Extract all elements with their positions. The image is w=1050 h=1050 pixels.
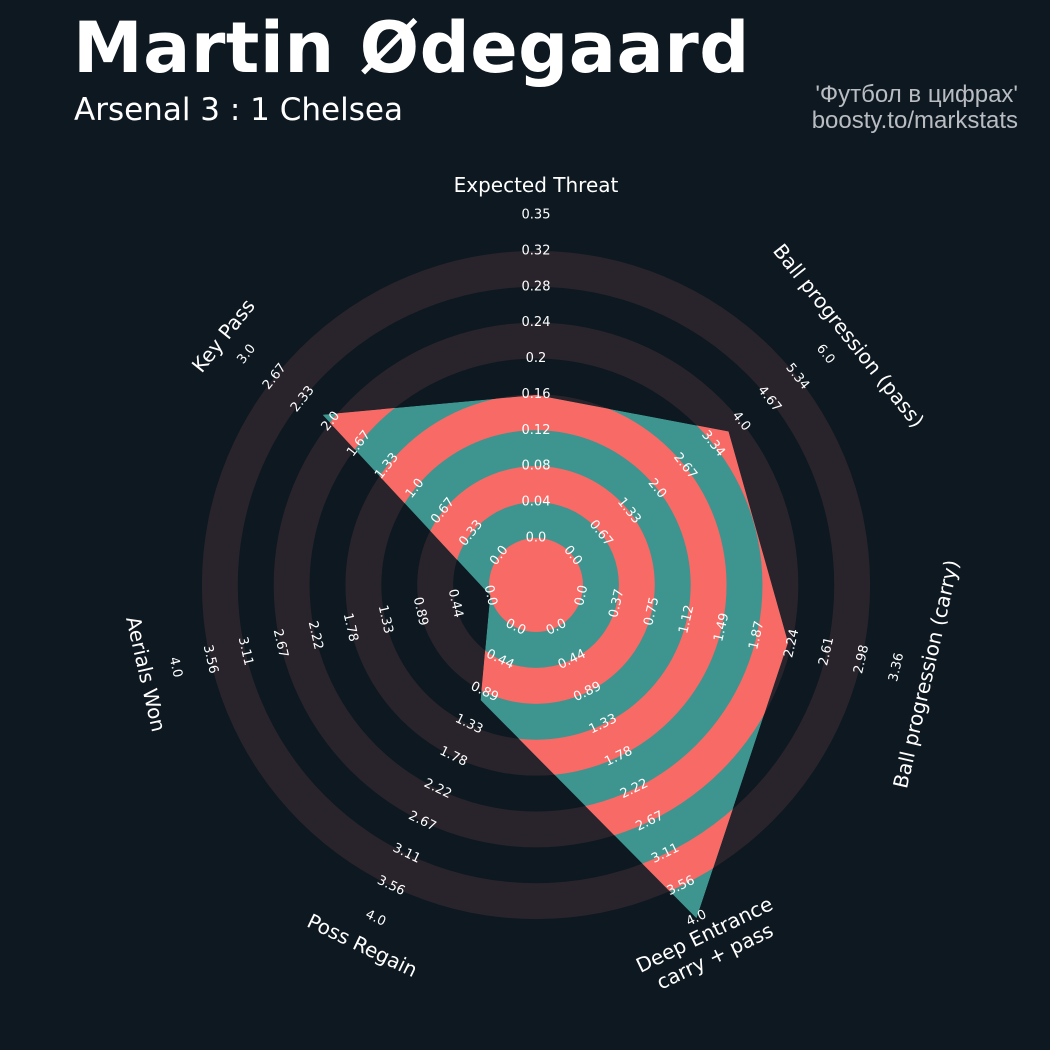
page-title: Martin Ødegaard: [73, 7, 750, 89]
tick-label: 3.36: [886, 652, 907, 684]
tick-label: 0.2: [526, 351, 547, 366]
tick-label: 1.87: [746, 620, 767, 652]
tick-label: 0.08: [522, 459, 551, 474]
tick-label: 0.44: [445, 588, 466, 620]
tick-label: 2.67: [270, 628, 291, 660]
radar-ring: [489, 538, 583, 632]
param-label: Expected Threat: [454, 173, 619, 197]
tick-label: 3.11: [235, 636, 256, 668]
tick-label: 4.0: [166, 656, 185, 680]
tick-label: 2.24: [781, 628, 802, 660]
param-label: Key Pass: [187, 294, 260, 377]
tick-label: 2.22: [305, 620, 326, 652]
param-label-line: Key Pass: [187, 294, 260, 377]
tick-label: 3.0: [234, 342, 259, 368]
tick-label: 1.78: [340, 612, 361, 644]
match-subtitle: Arsenal 3 : 1 Chelsea: [74, 92, 403, 128]
tick-label: 0.0: [572, 584, 591, 608]
param-label: Deep Entrancecarry + pass: [632, 892, 787, 1000]
tick-label: 2.61: [816, 636, 837, 668]
tick-label: 0.89: [410, 596, 431, 628]
tick-label: 0.12: [522, 423, 551, 438]
tick-label: 0.04: [522, 495, 551, 510]
tick-label: 6.0: [813, 342, 838, 368]
tick-label: 0.28: [522, 279, 551, 294]
param-label-line: Aerials Won: [121, 614, 171, 734]
tick-label: 0.0: [526, 531, 547, 546]
credit-line-2: boosty.to/markstats: [811, 107, 1018, 135]
tick-label: 0.75: [641, 596, 662, 628]
tick-label: 1.33: [375, 604, 396, 636]
tick-label: 0.16: [522, 387, 551, 402]
tick-label: 1.12: [676, 604, 697, 636]
tick-label: 0.32: [522, 243, 551, 258]
credit-line-1: 'Футбол в цифрах': [815, 81, 1018, 108]
tick-label: 4.0: [363, 907, 388, 929]
tick-label: 2.98: [851, 644, 872, 676]
tick-label: 0.0: [481, 584, 500, 608]
param-label-line: Expected Threat: [454, 173, 619, 197]
tick-label: 0.35: [522, 208, 551, 223]
param-label: Aerials Won: [121, 614, 171, 734]
tick-label: 3.56: [200, 644, 221, 676]
tick-label: 1.49: [711, 612, 732, 644]
tick-label: 0.37: [606, 588, 627, 620]
credit: 'Футбол в цифрах' boosty.to/markstats: [811, 81, 1018, 135]
tick-label: 0.24: [522, 315, 551, 330]
